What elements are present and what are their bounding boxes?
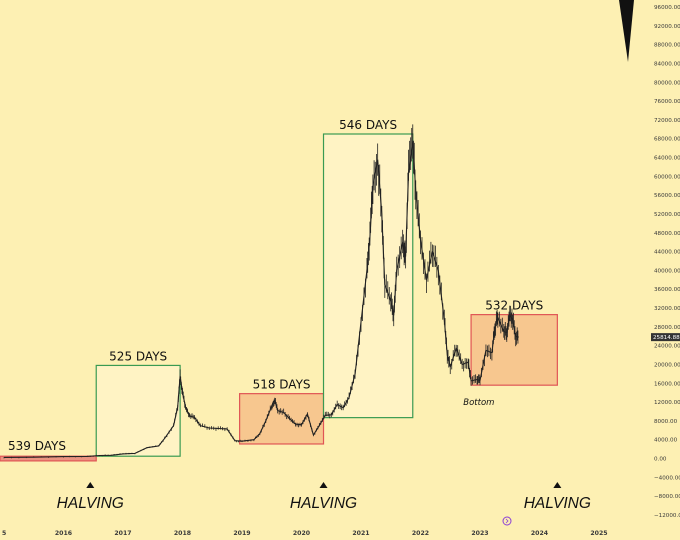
halving-markers: HALVING HALVING HALVING	[57, 482, 591, 512]
logo-mark	[505, 518, 509, 524]
y-tick-label: 24000.00	[654, 344, 680, 350]
y-tick-label: 8000.00	[654, 419, 678, 425]
y-tick-label: 60000.00	[654, 174, 680, 180]
y-tick-label: −4000.00	[654, 475, 680, 481]
y-tick-label: 96000.00	[654, 5, 680, 11]
y-tick-label: 28000.00	[654, 325, 680, 331]
decoration-spike-icon	[619, 0, 634, 62]
current-price-tag: 25814.88	[651, 333, 680, 342]
y-tick-label: 40000.00	[654, 268, 680, 274]
x-tick-label: 2017	[114, 530, 131, 537]
cycle-label-5: 532 DAYS	[485, 299, 543, 313]
y-tick-label: 48000.00	[654, 231, 680, 237]
y-axis: 96000.00 92000.00 88000.00 84000.00 80000.00…	[654, 5, 680, 519]
y-tick-label: 36000.00	[654, 287, 680, 293]
x-tick-label: 5	[2, 530, 6, 537]
price-tag-text: 25814.88	[653, 335, 680, 341]
y-tick-label: 4000.00	[654, 438, 678, 444]
logo-circle	[502, 516, 512, 526]
y-tick-label: 72000.00	[654, 118, 680, 124]
y-tick-label: 84000.00	[654, 61, 680, 67]
y-tick-label: 0.00	[654, 457, 667, 463]
cycle-label-3: 518 DAYS	[253, 378, 311, 392]
x-axis: 5 2016 2017 2018 2019 2020 2021 2022 2023 2024 202…	[2, 530, 608, 537]
y-tick-label: 80000.00	[654, 80, 680, 86]
price-tag-bg	[651, 333, 680, 342]
y-tick-label: 56000.00	[654, 193, 680, 199]
halving-marker-icon	[86, 482, 95, 488]
cycle-boxes	[0, 133, 558, 462]
y-tick-label: 92000.00	[654, 24, 680, 30]
tradingview-logo-icon	[502, 516, 512, 526]
cycle-box-2	[95, 364, 181, 457]
y-tick-label: 20000.00	[654, 362, 680, 368]
cycle-box-labels: 539 DAYS 525 DAYS 518 DAYS 546 DAYS 532 DAYS	[8, 118, 543, 453]
halving-marker-icon	[553, 482, 562, 488]
y-tick-label: 88000.00	[654, 43, 680, 49]
y-tick-label: 32000.00	[654, 306, 680, 312]
x-tick-label: 2025	[590, 530, 607, 537]
y-tick-label: 16000.00	[654, 381, 680, 387]
cycle-label-2: 525 DAYS	[109, 349, 167, 363]
halving-label-2: HALVING	[290, 495, 357, 512]
spike-shape	[619, 0, 634, 62]
cycle-box-1	[0, 455, 97, 462]
x-tick-label: 2019	[233, 530, 250, 537]
bottom-label: Bottom	[463, 398, 494, 408]
y-tick-label: 52000.00	[654, 212, 680, 218]
y-tick-label: 68000.00	[654, 137, 680, 143]
halving-label-1: HALVING	[57, 495, 124, 512]
y-tick-label: 12000.00	[654, 400, 680, 406]
cycle-box-3	[239, 393, 325, 445]
cycle-box-4	[322, 133, 414, 419]
y-tick-label: 76000.00	[654, 99, 680, 105]
y-tick-label: −8000.00	[654, 494, 680, 500]
x-tick-label: 2022	[412, 530, 429, 537]
cycle-label-1: 539 DAYS	[8, 439, 66, 453]
x-tick-label: 2021	[352, 530, 369, 537]
bottom-annotation: Bottom	[463, 398, 494, 408]
cycle-label-4: 546 DAYS	[339, 118, 397, 132]
y-tick-label: −12000.00	[654, 513, 680, 519]
x-tick-label: 2016	[55, 530, 72, 537]
x-tick-label: 2020	[293, 530, 311, 537]
y-tick-label: 64000.00	[654, 156, 680, 162]
y-tick-label: 44000.00	[654, 250, 680, 256]
x-tick-label: 2023	[471, 530, 488, 537]
x-tick-label: 2024	[531, 530, 549, 537]
halving-label-3: HALVING	[524, 495, 591, 512]
price-series	[3, 124, 519, 459]
halving-marker-icon	[319, 482, 328, 488]
x-tick-label: 2018	[174, 530, 191, 537]
